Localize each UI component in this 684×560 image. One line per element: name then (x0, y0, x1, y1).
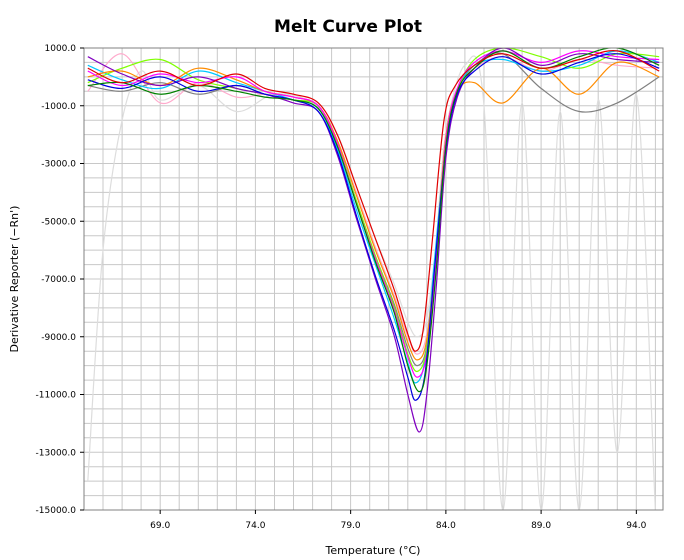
x-axis-label: Temperature (°C) (325, 544, 421, 557)
y-tick-label: -3000.0 (41, 160, 76, 170)
x-tick-label: 94.0 (626, 521, 646, 531)
y-tick-label: -11000.0 (36, 391, 77, 401)
y-tick-label: -7000.0 (41, 275, 76, 285)
x-tick-label: 74.0 (245, 521, 265, 531)
x-tick-label: 79.0 (341, 521, 361, 531)
series-line-4 (87, 48, 660, 433)
y-tick-label: -9000.0 (41, 333, 76, 343)
y-tick-label: -1000.0 (41, 102, 76, 112)
series-line-11 (87, 55, 660, 510)
x-tick-label: 84.0 (436, 521, 456, 531)
y-tick-label: -13000.0 (36, 448, 77, 458)
y-tick-label: -5000.0 (41, 217, 76, 227)
series-line-3 (87, 53, 660, 401)
x-tick-label: 69.0 (150, 521, 170, 531)
grid-lines (83, 47, 663, 511)
axes: 69.0 74.0 79.0 84.0 89.0 94.0 1000.0 -1000.0 -30… (36, 44, 647, 531)
x-tick-label: 89.0 (531, 521, 551, 531)
series-line-2 (87, 48, 660, 393)
series-line-6 (87, 61, 660, 361)
chart-title: Melt Curve Plot (274, 17, 422, 37)
y-axis-label: Derivative Reporter (−Rn') (8, 206, 21, 353)
series-line-1 (87, 50, 660, 352)
y-tick-label: -15000.0 (36, 506, 77, 516)
y-tick-label: 1000.0 (45, 44, 77, 54)
series-layer (87, 48, 660, 510)
